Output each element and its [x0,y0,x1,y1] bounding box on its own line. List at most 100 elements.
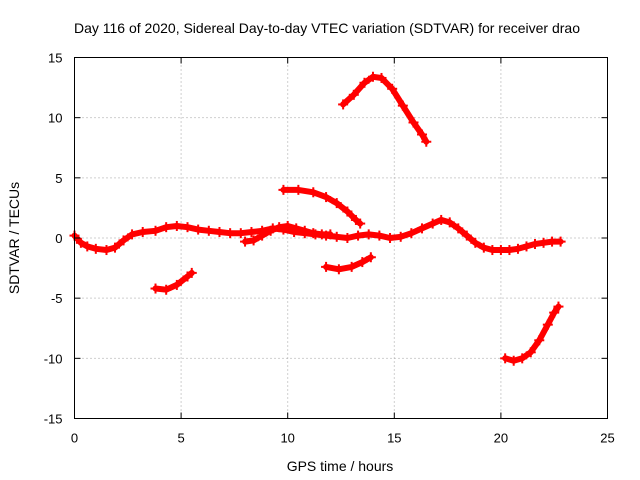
data-point [487,245,498,256]
data-point [470,237,481,248]
chart-title: Day 116 of 2020, Sidereal Day-to-day VTE… [74,20,580,36]
data-point [395,231,406,242]
data-point [282,220,293,231]
series-track-3 [152,269,195,293]
data-point [421,136,432,147]
x-tick-label: 10 [280,431,294,446]
data-point [150,283,161,294]
data-point [171,279,182,290]
y-tick-label: 0 [55,231,62,246]
data-point [444,217,455,228]
data-point [346,261,357,272]
data-point [374,230,385,241]
data-point [427,218,438,229]
data-point [512,243,523,254]
data-point [257,230,268,241]
data-point [299,225,310,236]
data-point [308,228,319,239]
data-point [342,206,353,217]
data-point [385,233,396,243]
data-point [321,261,332,272]
data-point [246,226,257,237]
axis-ticks: 0 5 10 15 20 25 -15 -10 -5 0 5 10 15 [44,51,615,446]
data-point [355,218,366,229]
data-point [291,223,302,234]
data-point [118,235,129,246]
data-point [555,236,566,247]
data-point [235,228,246,239]
series-track-6 [340,73,430,145]
y-tick-label: -15 [44,412,63,427]
data-point [75,237,86,248]
data-point [495,245,506,256]
x-tick-label: 0 [71,431,78,446]
data-point [417,129,428,140]
data-point [82,241,93,252]
data-point [265,225,276,236]
data-point [203,225,214,236]
data-point [161,222,172,233]
data-point [342,233,353,243]
y-tick-label: -10 [44,351,63,366]
data-point [248,235,259,246]
data-point [387,83,398,94]
series-track-4 [280,186,364,227]
data-point [549,307,560,318]
data-point [316,229,327,240]
x-tick-label: 25 [600,431,614,446]
data-point [331,231,342,242]
y-tick-label: 5 [55,171,62,186]
data-point [321,192,332,203]
data-point [137,226,148,237]
data-point [538,237,549,248]
data-point [110,242,121,253]
data-series [69,71,566,366]
data-point [193,224,204,235]
data-point [397,100,408,111]
data-point [406,228,417,239]
x-tick-label: 5 [177,431,184,446]
data-point [182,222,193,233]
data-point [308,187,319,198]
data-point [453,223,464,234]
data-point [214,226,225,237]
data-point [325,229,336,240]
data-point [278,184,289,195]
data-point [461,230,472,241]
data-point [331,198,342,209]
data-point [186,267,197,278]
data-point [333,264,344,275]
data-point [101,245,112,256]
data-point [504,245,515,256]
data-point [348,89,359,100]
data-point [240,236,251,247]
data-point [530,239,541,250]
data-point [293,184,304,195]
data-point [171,220,182,231]
data-point [367,71,378,82]
data-point [521,241,532,252]
data-point [150,225,161,236]
y-tick-label: 10 [48,111,62,126]
data-point [408,117,419,128]
x-tick-label: 20 [494,431,508,446]
data-point [436,214,447,225]
data-point [365,252,376,263]
x-tick-label: 15 [387,431,401,446]
data-point [161,284,172,295]
data-point [553,301,564,312]
data-point [417,223,428,234]
data-point [127,229,138,240]
data-point [353,230,364,241]
data-point [357,257,368,268]
data-point [542,319,553,330]
data-point [274,222,285,233]
data-point [359,77,370,88]
data-point [478,242,489,253]
data-point [500,353,511,364]
data-point [338,99,349,110]
data-point [363,229,374,240]
data-point [376,72,387,83]
data-point [508,355,519,366]
